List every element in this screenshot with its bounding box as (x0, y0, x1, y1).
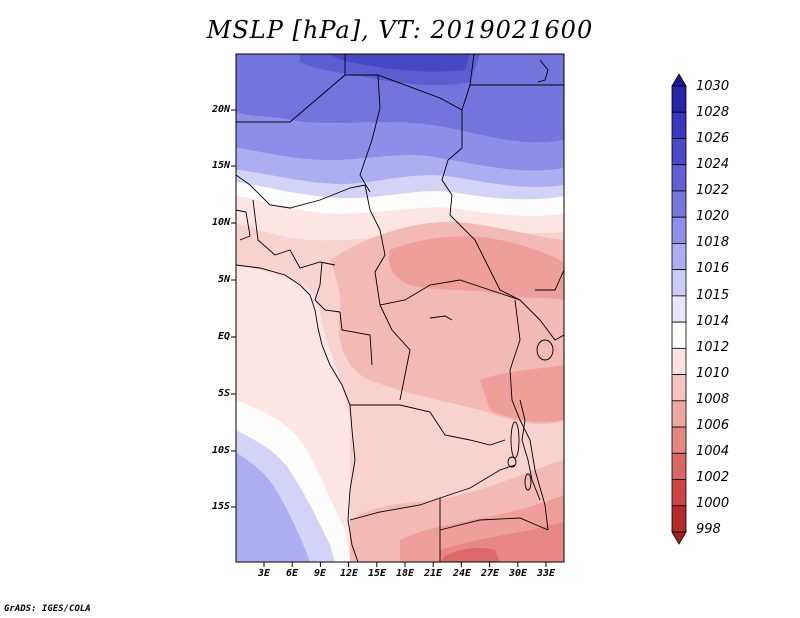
lon-label: 12E (339, 568, 359, 579)
colorbar-segment (671, 426, 687, 454)
pressure-field (236, 54, 564, 562)
lat-label: 20N (211, 104, 230, 115)
colorbar-segment (671, 85, 687, 113)
colorbar-segment (671, 138, 687, 166)
colorbar-top-arrow (671, 73, 687, 87)
colorbar-label: 1012 (696, 340, 730, 355)
colorbar-segment (671, 374, 687, 402)
colorbar-segment (671, 505, 687, 533)
grads-credit: GrADS: IGES/COLA (4, 604, 91, 614)
isobar-band-1006-east (480, 365, 564, 422)
colorbar-label: 1026 (696, 131, 730, 146)
colorbar-label: 1006 (696, 418, 730, 433)
lon-label: 24E (452, 568, 472, 579)
colorbar-label: 1018 (696, 235, 730, 250)
coastline (236, 59, 549, 562)
lakes (429, 315, 554, 491)
lat-label: 10S (211, 445, 230, 456)
colorbar-segment (671, 111, 687, 139)
colorbar-segment (671, 321, 687, 349)
colorbar-label: 1028 (696, 105, 730, 120)
isobar-band-1018 (236, 148, 564, 188)
colorbar-label: 1000 (696, 496, 730, 511)
lat-label: 15N (211, 160, 230, 171)
colorbar-label: 1030 (696, 79, 730, 94)
colorbar-segment (671, 269, 687, 297)
lon-label: 33E (536, 568, 556, 579)
colorbar-label: 1022 (696, 183, 730, 198)
lat-label: 10N (211, 217, 230, 228)
map-frame (235, 53, 565, 563)
colorbar-segment (671, 347, 687, 375)
lon-label: 27E (480, 568, 500, 579)
colorbar-label: 1004 (696, 444, 730, 459)
lon-label: 30E (508, 568, 528, 579)
colorbar-label: 1016 (696, 261, 730, 276)
colorbar-segment (671, 295, 687, 323)
colorbar-segment (671, 452, 687, 480)
isobar-band-1022 (236, 54, 564, 143)
isobar-band-1018-west (236, 452, 310, 562)
lon-label: 9E (313, 568, 327, 579)
lat-label: 5N (217, 274, 230, 285)
colorbar-label: 1015 (696, 288, 730, 303)
lat-label: EQ (217, 331, 230, 342)
isobar-band-1002-south (440, 548, 500, 562)
lon-label: 15E (367, 568, 387, 579)
colorbar (671, 73, 687, 545)
lon-label: 3E (257, 568, 271, 579)
isobar-band-1006-central (388, 236, 564, 300)
colorbar-label: 1020 (696, 209, 730, 224)
colorbar-bottom-arrow (671, 531, 687, 545)
isobar-band-1020 (236, 112, 564, 171)
isobar-band-1016 (236, 170, 564, 200)
colorbar-label: 1002 (696, 470, 730, 485)
colorbar-segment (671, 243, 687, 271)
colorbar-segment (671, 216, 687, 244)
lat-label: 15S (211, 501, 230, 512)
colorbar-segment (671, 479, 687, 507)
colorbar-segment (671, 400, 687, 428)
lon-label: 6E (285, 568, 299, 579)
isobar-band-1014 (236, 182, 564, 217)
lon-label: 18E (395, 568, 415, 579)
colorbar-label: 1014 (696, 314, 730, 329)
colorbar-segment (671, 190, 687, 218)
map-title: MSLP [hPa], VT: 2019021600 (206, 16, 594, 44)
lat-label: 5S (217, 388, 230, 399)
lon-label: 21E (423, 568, 443, 579)
colorbar-label: 998 (696, 522, 721, 537)
colorbar-label: 1008 (696, 392, 730, 407)
colorbar-label: 1024 (696, 157, 730, 172)
colorbar-label: 1010 (696, 366, 730, 381)
isobar-band-1026 (330, 54, 470, 72)
country-boundaries (236, 54, 564, 562)
colorbar-segment (671, 164, 687, 192)
